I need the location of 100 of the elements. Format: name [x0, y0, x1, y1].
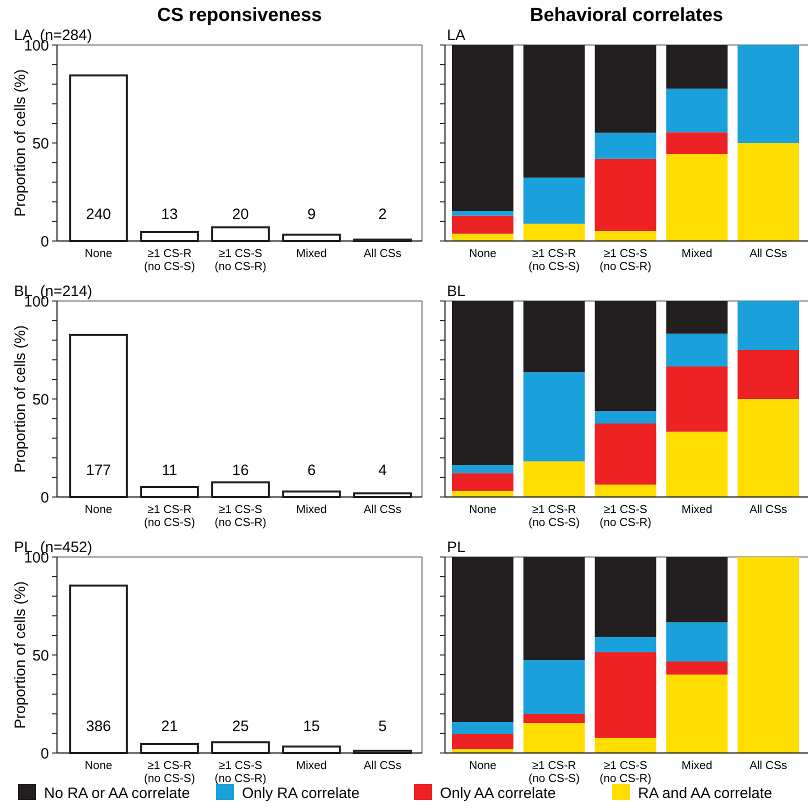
- x-tick-label: ≥1 CS-S (no CS-R): [214, 504, 267, 529]
- bar: [452, 465, 514, 474]
- text: LA: [447, 27, 466, 44]
- bar: [738, 143, 799, 241]
- bar: [523, 372, 585, 462]
- annotation: 5: [378, 718, 387, 735]
- x-tick-label: Mixed: [296, 760, 327, 772]
- y-tick-label: 0: [40, 233, 49, 250]
- bar: [594, 636, 656, 652]
- bar: [452, 734, 514, 750]
- annotation: 16: [232, 462, 249, 479]
- bar: [594, 484, 656, 497]
- chart-title: Behavioral correlates: [530, 5, 724, 26]
- bar: [666, 154, 728, 241]
- x-tick-label: ≥1 CS-S (no CS-R): [600, 760, 652, 785]
- bar: [452, 301, 514, 466]
- x-tick-label: None: [468, 760, 496, 772]
- x-tick-label: ≥1 CS-S (no CS-R): [600, 504, 652, 529]
- bar: [666, 301, 728, 334]
- bar: [594, 738, 656, 753]
- bar: [594, 301, 656, 412]
- annotation: 6: [307, 462, 316, 479]
- bar: [452, 216, 514, 234]
- bar: [523, 714, 585, 724]
- y-tick-label: 50: [32, 135, 49, 152]
- x-tick-label: None: [468, 248, 496, 260]
- legend-label: Only AA correlate: [440, 785, 556, 802]
- annotation: 4: [378, 462, 387, 479]
- bar: [666, 432, 728, 497]
- y-axis-title: Proportion of cells (%): [12, 581, 29, 729]
- bar: [594, 158, 656, 232]
- x-tick-label: ≥1 CS-S (no CS-R): [600, 248, 652, 273]
- text: BL: [447, 283, 466, 300]
- bar: [452, 211, 514, 216]
- bar: [523, 660, 585, 714]
- x-tick-label: ≥1 CS-R (no CS-S): [144, 760, 196, 785]
- x-tick-label: ≥1 CS-S (no CS-R): [214, 248, 267, 273]
- annotation: 386: [86, 718, 112, 735]
- y-axis-title: Proportion of cells (%): [12, 69, 29, 217]
- bar: [594, 652, 656, 738]
- y-tick-label: 50: [32, 647, 49, 664]
- x-tick-label: Mixed: [682, 760, 712, 772]
- bar: [738, 557, 799, 753]
- x-tick-label: Mixed: [682, 504, 712, 516]
- annotation: 11: [162, 462, 178, 479]
- x-tick-label: None: [84, 504, 112, 516]
- bar: [738, 301, 799, 350]
- x-tick-label: All CSs: [749, 760, 788, 772]
- bar: [738, 45, 799, 143]
- annotation: 177: [86, 462, 112, 479]
- bar: [666, 557, 728, 622]
- annotation: 15: [303, 718, 320, 735]
- x-tick-label: ≥1 CS-R (no CS-S): [528, 760, 580, 785]
- chart-title: CS reponsiveness: [157, 5, 322, 26]
- bar: [523, 301, 585, 372]
- bar: [594, 411, 656, 424]
- bar: [666, 661, 728, 675]
- bar: [523, 461, 585, 497]
- x-tick-label: Mixed: [296, 504, 327, 516]
- x-tick-label: ≥1 CS-R (no CS-S): [144, 248, 196, 273]
- x-tick-label: All CSs: [749, 248, 788, 260]
- bar: [523, 557, 585, 660]
- bar: [594, 424, 656, 485]
- x-tick-label: ≥1 CS-R (no CS-S): [144, 504, 196, 529]
- bar: [666, 622, 728, 662]
- bar: [523, 224, 585, 241]
- x-tick-label: All CSs: [364, 248, 402, 260]
- annotation: 9: [307, 206, 316, 223]
- bar: [523, 178, 585, 224]
- bar: [666, 88, 728, 132]
- bar: [594, 45, 656, 133]
- bar: [452, 473, 514, 491]
- x-tick-label: None: [468, 504, 496, 516]
- bar: [452, 45, 514, 212]
- bar: [738, 399, 799, 497]
- bar: [594, 132, 656, 159]
- bar: [666, 45, 728, 89]
- bar: [452, 557, 514, 722]
- bar: [738, 350, 799, 399]
- x-tick-label: ≥1 CS-R (no CS-S): [528, 504, 580, 529]
- x-tick-label: Mixed: [296, 248, 327, 260]
- text: PL: [447, 539, 466, 556]
- x-tick-label: Mixed: [682, 248, 712, 260]
- x-tick-label: ≥1 CS-R (no CS-S): [528, 248, 580, 273]
- x-tick-label: None: [84, 760, 112, 772]
- annotation: 13: [161, 206, 178, 223]
- bar: [666, 334, 728, 366]
- legend-label: No RA or AA correlate: [44, 785, 190, 802]
- y-tick-label: 50: [32, 391, 49, 408]
- annotation: 240: [86, 206, 112, 223]
- bar: [523, 45, 585, 178]
- x-tick-label: All CSs: [364, 504, 402, 516]
- annotation: 21: [161, 718, 178, 735]
- annotation: 25: [232, 718, 249, 735]
- y-axis-title: Proportion of cells (%): [12, 325, 29, 473]
- bar: [594, 231, 656, 241]
- bar: [523, 723, 585, 753]
- bar: [666, 132, 728, 154]
- bar: [452, 490, 514, 497]
- annotation: 2: [378, 206, 387, 223]
